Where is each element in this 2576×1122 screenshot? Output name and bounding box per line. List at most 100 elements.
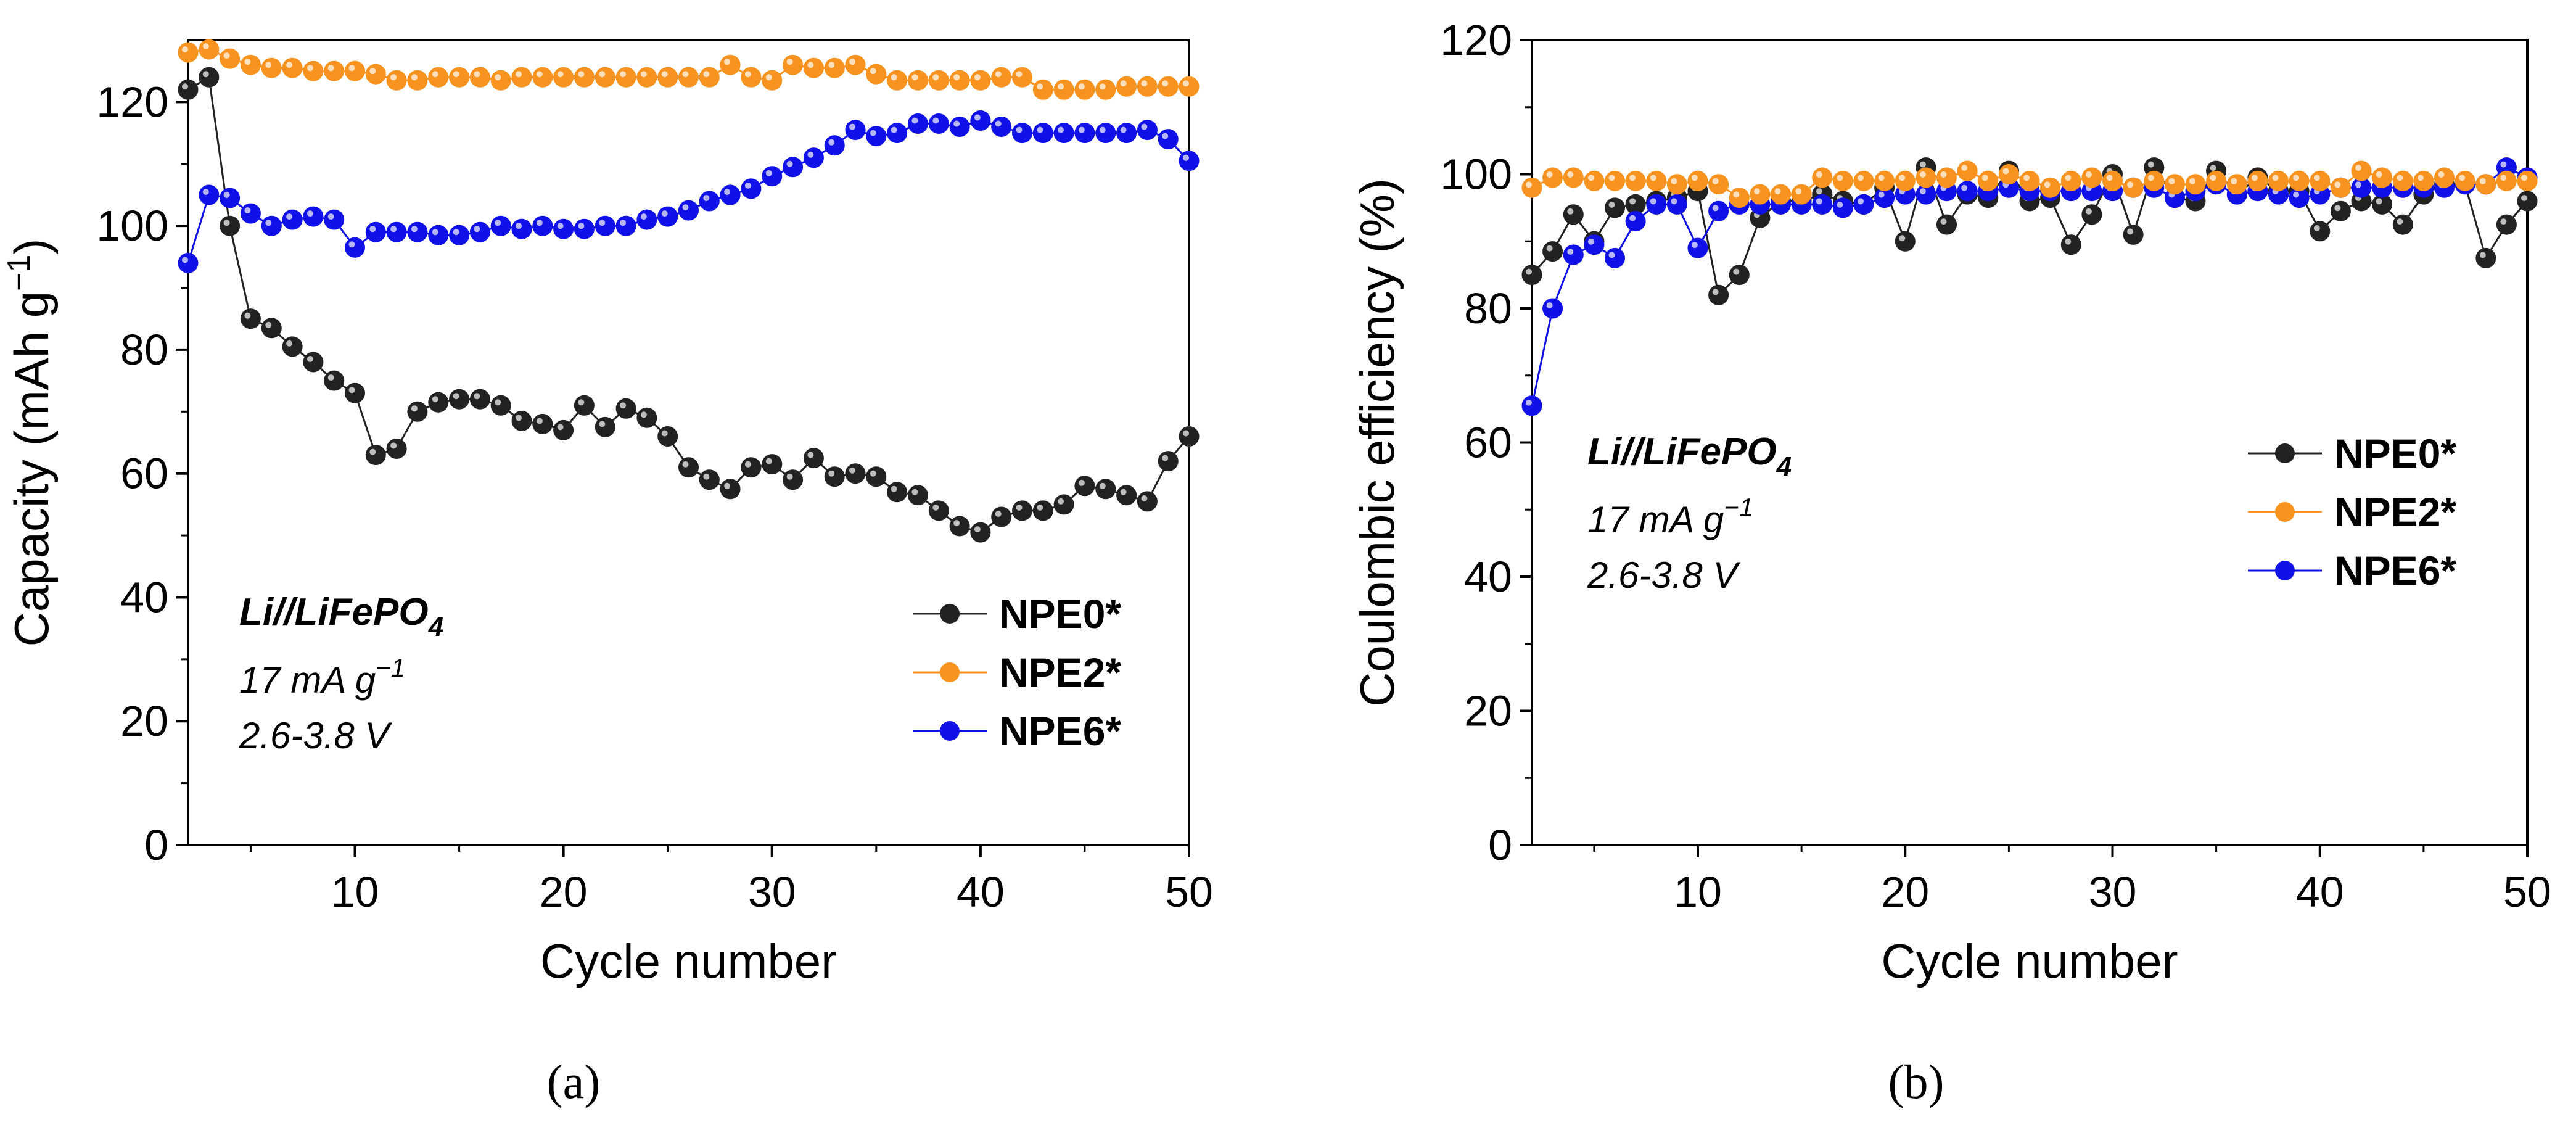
- data-point-highlight: [2376, 198, 2382, 205]
- data-point-highlight: [682, 71, 689, 78]
- data-point-highlight: [2500, 218, 2507, 225]
- data-point: [845, 54, 866, 75]
- annotation-title: Li//LiFePO4: [239, 591, 443, 642]
- data-point: [2517, 191, 2538, 212]
- data-point: [532, 67, 553, 88]
- data-point: [783, 469, 804, 490]
- data-point-highlight: [1961, 165, 1968, 171]
- data-point: [1605, 170, 1625, 191]
- annotation-title: Li//LiFePO4: [1587, 431, 1792, 482]
- data-point-highlight: [870, 130, 876, 136]
- panel-b-chart: 0 20 40 60 80 100 120 10 20 30 40 50 Cycle number Cou…: [1350, 16, 2551, 1108]
- data-point: [1158, 129, 1179, 150]
- data-point-highlight: [828, 62, 835, 68]
- data-point-highlight: [1058, 498, 1064, 505]
- data-point: [2289, 170, 2310, 191]
- data-point-highlight: [1546, 245, 1553, 252]
- data-point: [615, 67, 636, 88]
- data-point: [1978, 170, 1999, 191]
- data-point: [2372, 167, 2393, 188]
- data-point: [240, 54, 261, 75]
- data-point: [490, 395, 511, 416]
- data-point: [469, 389, 490, 410]
- data-point-highlight: [2500, 175, 2507, 181]
- data-point: [1812, 194, 1833, 215]
- data-point: [1708, 284, 1729, 305]
- data-point-highlight: [1567, 171, 1574, 178]
- data-point: [1936, 167, 1957, 188]
- data-point: [1916, 167, 1936, 188]
- data-point-highlight: [849, 467, 855, 474]
- data-point-highlight: [2127, 228, 2134, 235]
- data-point-highlight: [390, 226, 397, 233]
- data-point-highlight: [1016, 71, 1023, 78]
- data-point: [220, 215, 241, 236]
- data-point-highlight: [1837, 175, 1843, 181]
- annotation-current-main: 17 mA g: [1587, 499, 1724, 540]
- data-point-highlight: [599, 71, 606, 78]
- data-point: [324, 60, 345, 81]
- data-point: [2392, 214, 2413, 235]
- data-point-highlight: [2313, 225, 2320, 231]
- data-point: [1687, 170, 1708, 191]
- data-point-highlight: [640, 71, 647, 78]
- data-point-highlight: [2106, 175, 2113, 181]
- data-point: [1116, 485, 1137, 506]
- legend-marker: [940, 721, 960, 741]
- data-point: [2330, 177, 2351, 198]
- data-point-highlight: [2293, 191, 2300, 198]
- data-point: [365, 445, 386, 466]
- data-point-highlight: [932, 117, 939, 124]
- data-point: [2475, 247, 2496, 268]
- annotation-title-sub: 4: [428, 612, 443, 642]
- data-point: [178, 42, 199, 63]
- data-point: [907, 485, 928, 506]
- y-tick-label: 80: [120, 326, 168, 374]
- data-point: [1895, 231, 1916, 252]
- data-point: [1853, 194, 1874, 215]
- data-point: [636, 407, 657, 428]
- data-point-highlight: [2065, 238, 2072, 245]
- y-axis-title-main: Coulombic efficiency (%): [1350, 178, 1404, 707]
- data-point: [1095, 479, 1116, 500]
- x-axis-title: Cycle number: [1881, 934, 2178, 988]
- data-point: [303, 206, 324, 227]
- data-point-highlight: [578, 223, 585, 229]
- data-point: [907, 113, 928, 134]
- data-point: [449, 389, 470, 410]
- data-point: [386, 70, 407, 91]
- data-point: [261, 57, 282, 78]
- data-point-highlight: [307, 356, 313, 362]
- data-point-highlight: [2231, 178, 2237, 184]
- data-point-highlight: [1141, 495, 1148, 501]
- annotation-current-main: 17 mA g: [239, 659, 376, 701]
- data-point-highlight: [1037, 126, 1043, 133]
- data-point: [2247, 170, 2268, 191]
- data-point-highlight: [474, 226, 480, 233]
- data-point: [1074, 123, 1095, 144]
- data-point: [595, 67, 615, 88]
- data-point: [1750, 184, 1771, 205]
- legend-label: NPE2*: [2334, 489, 2456, 535]
- data-point: [1095, 79, 1116, 100]
- data-point-highlight: [202, 71, 209, 78]
- data-point: [2310, 221, 2331, 242]
- data-point-highlight: [432, 71, 438, 78]
- data-point: [178, 252, 199, 273]
- data-point: [490, 70, 511, 91]
- data-point-highlight: [2210, 175, 2216, 181]
- y-axis-title-sup: −1: [1, 255, 37, 291]
- data-point-highlight: [2459, 175, 2466, 181]
- data-point-highlight: [1961, 184, 1968, 191]
- series-npe2: [1521, 160, 2538, 208]
- data-point-highlight: [1567, 208, 1574, 215]
- data-point: [2517, 170, 2538, 191]
- data-point-highlight: [1940, 171, 1947, 178]
- data-point: [907, 70, 928, 91]
- y-axis-title-end: ): [4, 239, 59, 255]
- data-point-highlight: [1629, 198, 1636, 205]
- series-npe0: [178, 67, 1200, 543]
- data-point: [1563, 244, 1584, 265]
- data-point: [1936, 214, 1957, 235]
- data-point-highlight: [765, 170, 772, 176]
